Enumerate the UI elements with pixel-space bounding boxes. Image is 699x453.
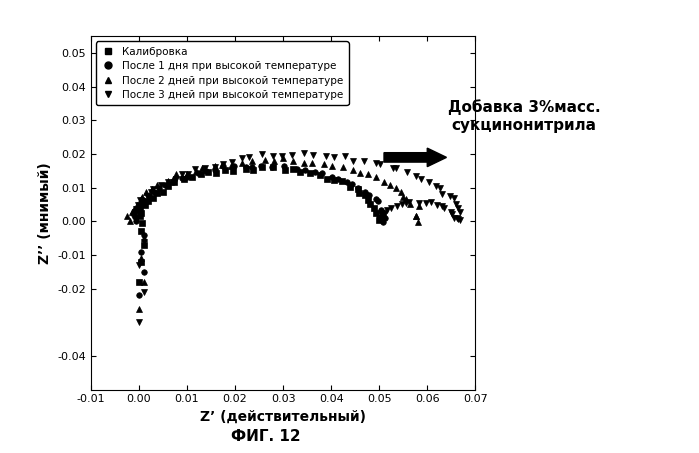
Y-axis label: Z’’ (мнимый): Z’’ (мнимый): [38, 162, 52, 264]
Legend: Калибровка, После 1 дня при высокой температуре, После 2 дней при высокой темпер: Калибровка, После 1 дня при высокой темп…: [96, 41, 349, 105]
X-axis label: Z’ (действительный): Z’ (действительный): [200, 410, 366, 424]
Text: ФИГ. 12: ФИГ. 12: [231, 429, 301, 444]
Text: Добавка 3%масс.
сукцинонитрила: Добавка 3%масс. сукцинонитрила: [448, 100, 600, 133]
FancyArrow shape: [384, 148, 447, 167]
